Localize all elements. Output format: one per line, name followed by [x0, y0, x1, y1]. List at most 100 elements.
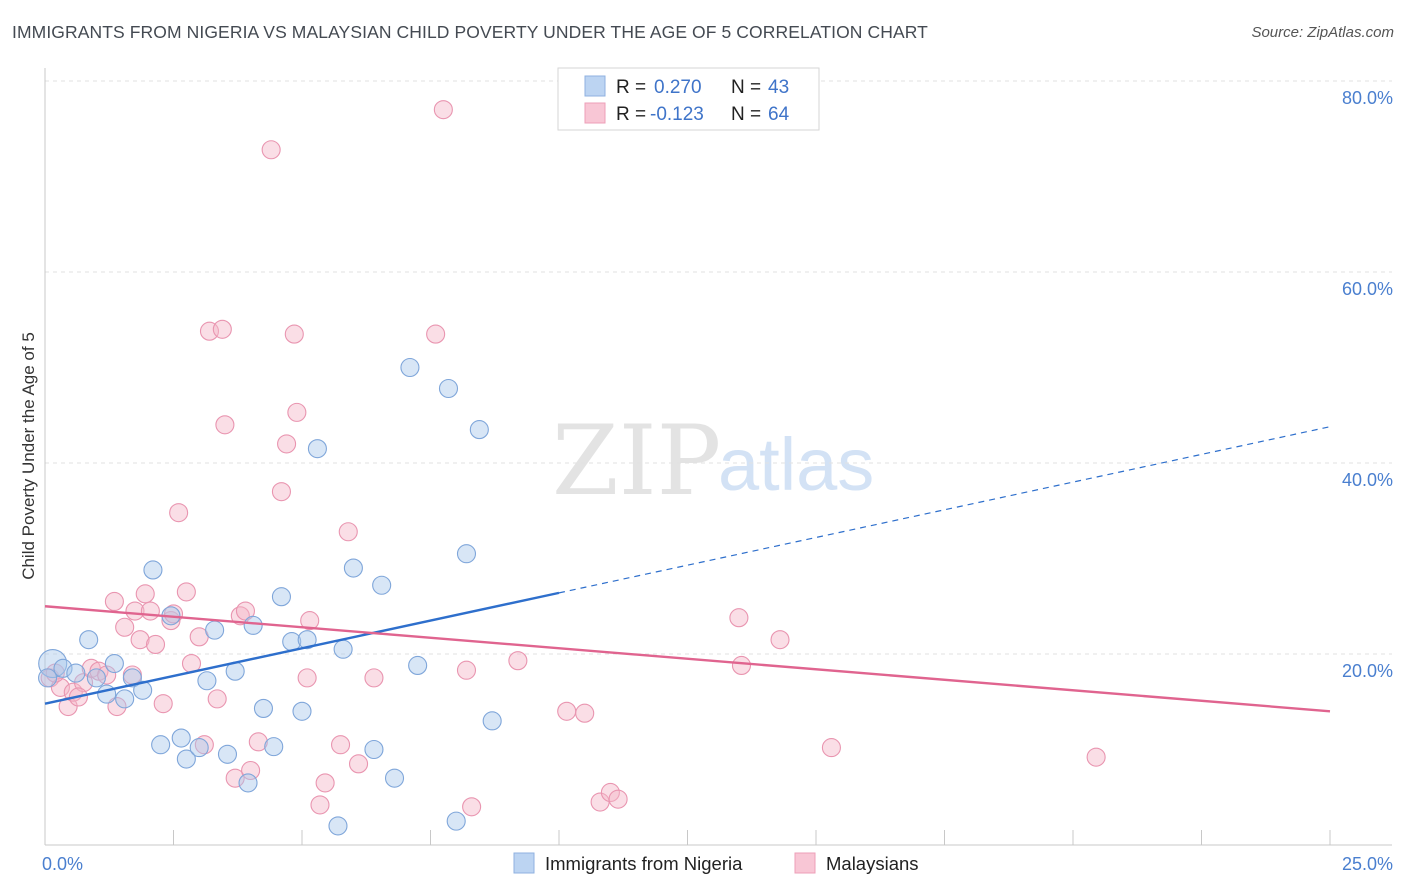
malaysians-point — [608, 789, 628, 809]
nigeria-point — [53, 658, 73, 678]
malaysians-point — [107, 696, 127, 717]
malaysians-point — [600, 782, 620, 803]
malaysians-point — [115, 617, 135, 637]
malaysians-point — [194, 735, 214, 755]
malaysians-point — [140, 601, 160, 621]
nigeria-point — [384, 768, 405, 788]
malaysians-point — [271, 482, 291, 502]
nigeria-point — [372, 575, 392, 595]
malaysians-point — [821, 738, 841, 758]
malaysians-point — [50, 677, 70, 697]
y-tick-labels: 20.0% 40.0% 60.0% 80.0% — [1342, 88, 1393, 681]
malaysians-point — [215, 415, 235, 435]
malaysians-point — [176, 582, 196, 602]
gridlines — [45, 80, 1392, 655]
legend-swatch-nigeria — [584, 75, 606, 97]
legend-swatch-malaysians — [584, 102, 606, 124]
chart-title: IMMIGRANTS FROM NIGERIA VS MALAYSIAN CHI… — [12, 22, 928, 42]
y-tick-label: 80.0% — [1342, 88, 1393, 108]
nigeria-point — [438, 378, 459, 399]
malaysians-point — [225, 768, 245, 788]
correlation-legend: R = 0.270 N = 43 R = -0.123 N = 64 — [557, 67, 820, 131]
malaysians-point — [130, 630, 150, 650]
malaysians-point — [426, 324, 446, 344]
nigeria-trend-line — [44, 591, 560, 705]
nigeria-point — [264, 737, 284, 757]
malaysians-point — [241, 760, 261, 781]
malaysians-point — [462, 797, 482, 817]
nigeria-point — [328, 816, 348, 836]
bottom-legend-label-nigeria: Immigrants from Nigeria — [545, 853, 743, 874]
malaysians-point — [277, 434, 297, 454]
nigeria-point — [151, 735, 171, 755]
malaysians-point — [330, 735, 351, 755]
malaysians-point — [315, 773, 335, 793]
legend-n-label: N = — [731, 104, 761, 125]
legend-r-label: R = — [616, 77, 646, 98]
malaysians-point — [287, 402, 307, 422]
nigeria-point — [122, 668, 142, 688]
nigeria-point — [364, 739, 384, 760]
malaysians-point — [284, 324, 304, 344]
malaysians-point — [557, 701, 577, 721]
nigeria-point — [400, 357, 420, 378]
y-tick-label: 20.0% — [1342, 661, 1393, 681]
malaysians-point — [348, 754, 369, 774]
nigeria-point — [38, 668, 58, 688]
nigeria-point — [115, 689, 135, 709]
nigeria-point — [38, 648, 68, 679]
x-tick-label-min: 0.0% — [42, 854, 83, 874]
trend-lines — [44, 426, 1331, 713]
malaysians-point — [300, 611, 320, 631]
malaysians-point — [1086, 747, 1106, 767]
source-label: Source: ZipAtlas.com — [1251, 24, 1394, 41]
y-tick-label: 60.0% — [1342, 279, 1393, 299]
malaysians-point — [248, 732, 268, 752]
malaysians-point — [729, 608, 749, 628]
malaysians-point — [364, 668, 384, 688]
watermark-zip: ZIP — [552, 405, 721, 517]
nigeria-point — [456, 544, 477, 564]
nigeria-point — [189, 738, 209, 758]
series-legend: Immigrants from Nigeria Malaysians — [513, 852, 919, 874]
bottom-legend-label-malaysians: Malaysians — [826, 853, 919, 874]
malaysians-point — [145, 634, 166, 655]
nigeria-point — [408, 655, 428, 676]
malaysians-point — [169, 503, 189, 523]
nigeria-point — [79, 630, 99, 650]
malaysians-point — [153, 694, 173, 714]
legend-r-value-nigeria: 0.270 — [654, 77, 702, 98]
bottom-legend-swatch-nigeria — [513, 852, 535, 874]
nigeria-point — [238, 773, 258, 793]
nigeria-point — [197, 671, 217, 691]
malaysians-point — [310, 795, 330, 815]
nigeria-point — [482, 711, 502, 731]
legend-r-label: R = — [616, 104, 646, 125]
malaysians-point — [207, 689, 227, 709]
malaysians-point — [104, 591, 124, 612]
nigeria-point — [66, 663, 86, 683]
nigeria-point — [253, 698, 274, 718]
legend-n-label: N = — [731, 77, 761, 98]
malaysians-points — [40, 100, 1106, 817]
malaysians-point — [456, 660, 477, 680]
malaysians-point — [433, 100, 453, 120]
malaysians-point — [731, 655, 752, 676]
legend-n-value-nigeria: 43 — [768, 77, 789, 98]
y-axis-label: Child Poverty Under the Age of 5 — [19, 332, 38, 580]
nigeria-point — [446, 811, 466, 831]
malaysians-point — [261, 140, 281, 160]
nigeria-point — [143, 560, 163, 580]
nigeria-points — [38, 357, 502, 836]
y-tick-label: 40.0% — [1342, 470, 1393, 490]
nigeria-point — [86, 668, 106, 688]
nigeria-point — [292, 701, 312, 721]
legend-r-value-malaysians: -0.123 — [650, 104, 704, 125]
malaysians-point — [125, 601, 145, 621]
nigeria-point — [205, 620, 225, 640]
nigeria-point — [104, 653, 124, 674]
malaysians-point — [575, 703, 595, 723]
malaysians-point — [212, 319, 232, 339]
nigeria-point — [297, 630, 317, 650]
nigeria-point — [343, 558, 363, 578]
